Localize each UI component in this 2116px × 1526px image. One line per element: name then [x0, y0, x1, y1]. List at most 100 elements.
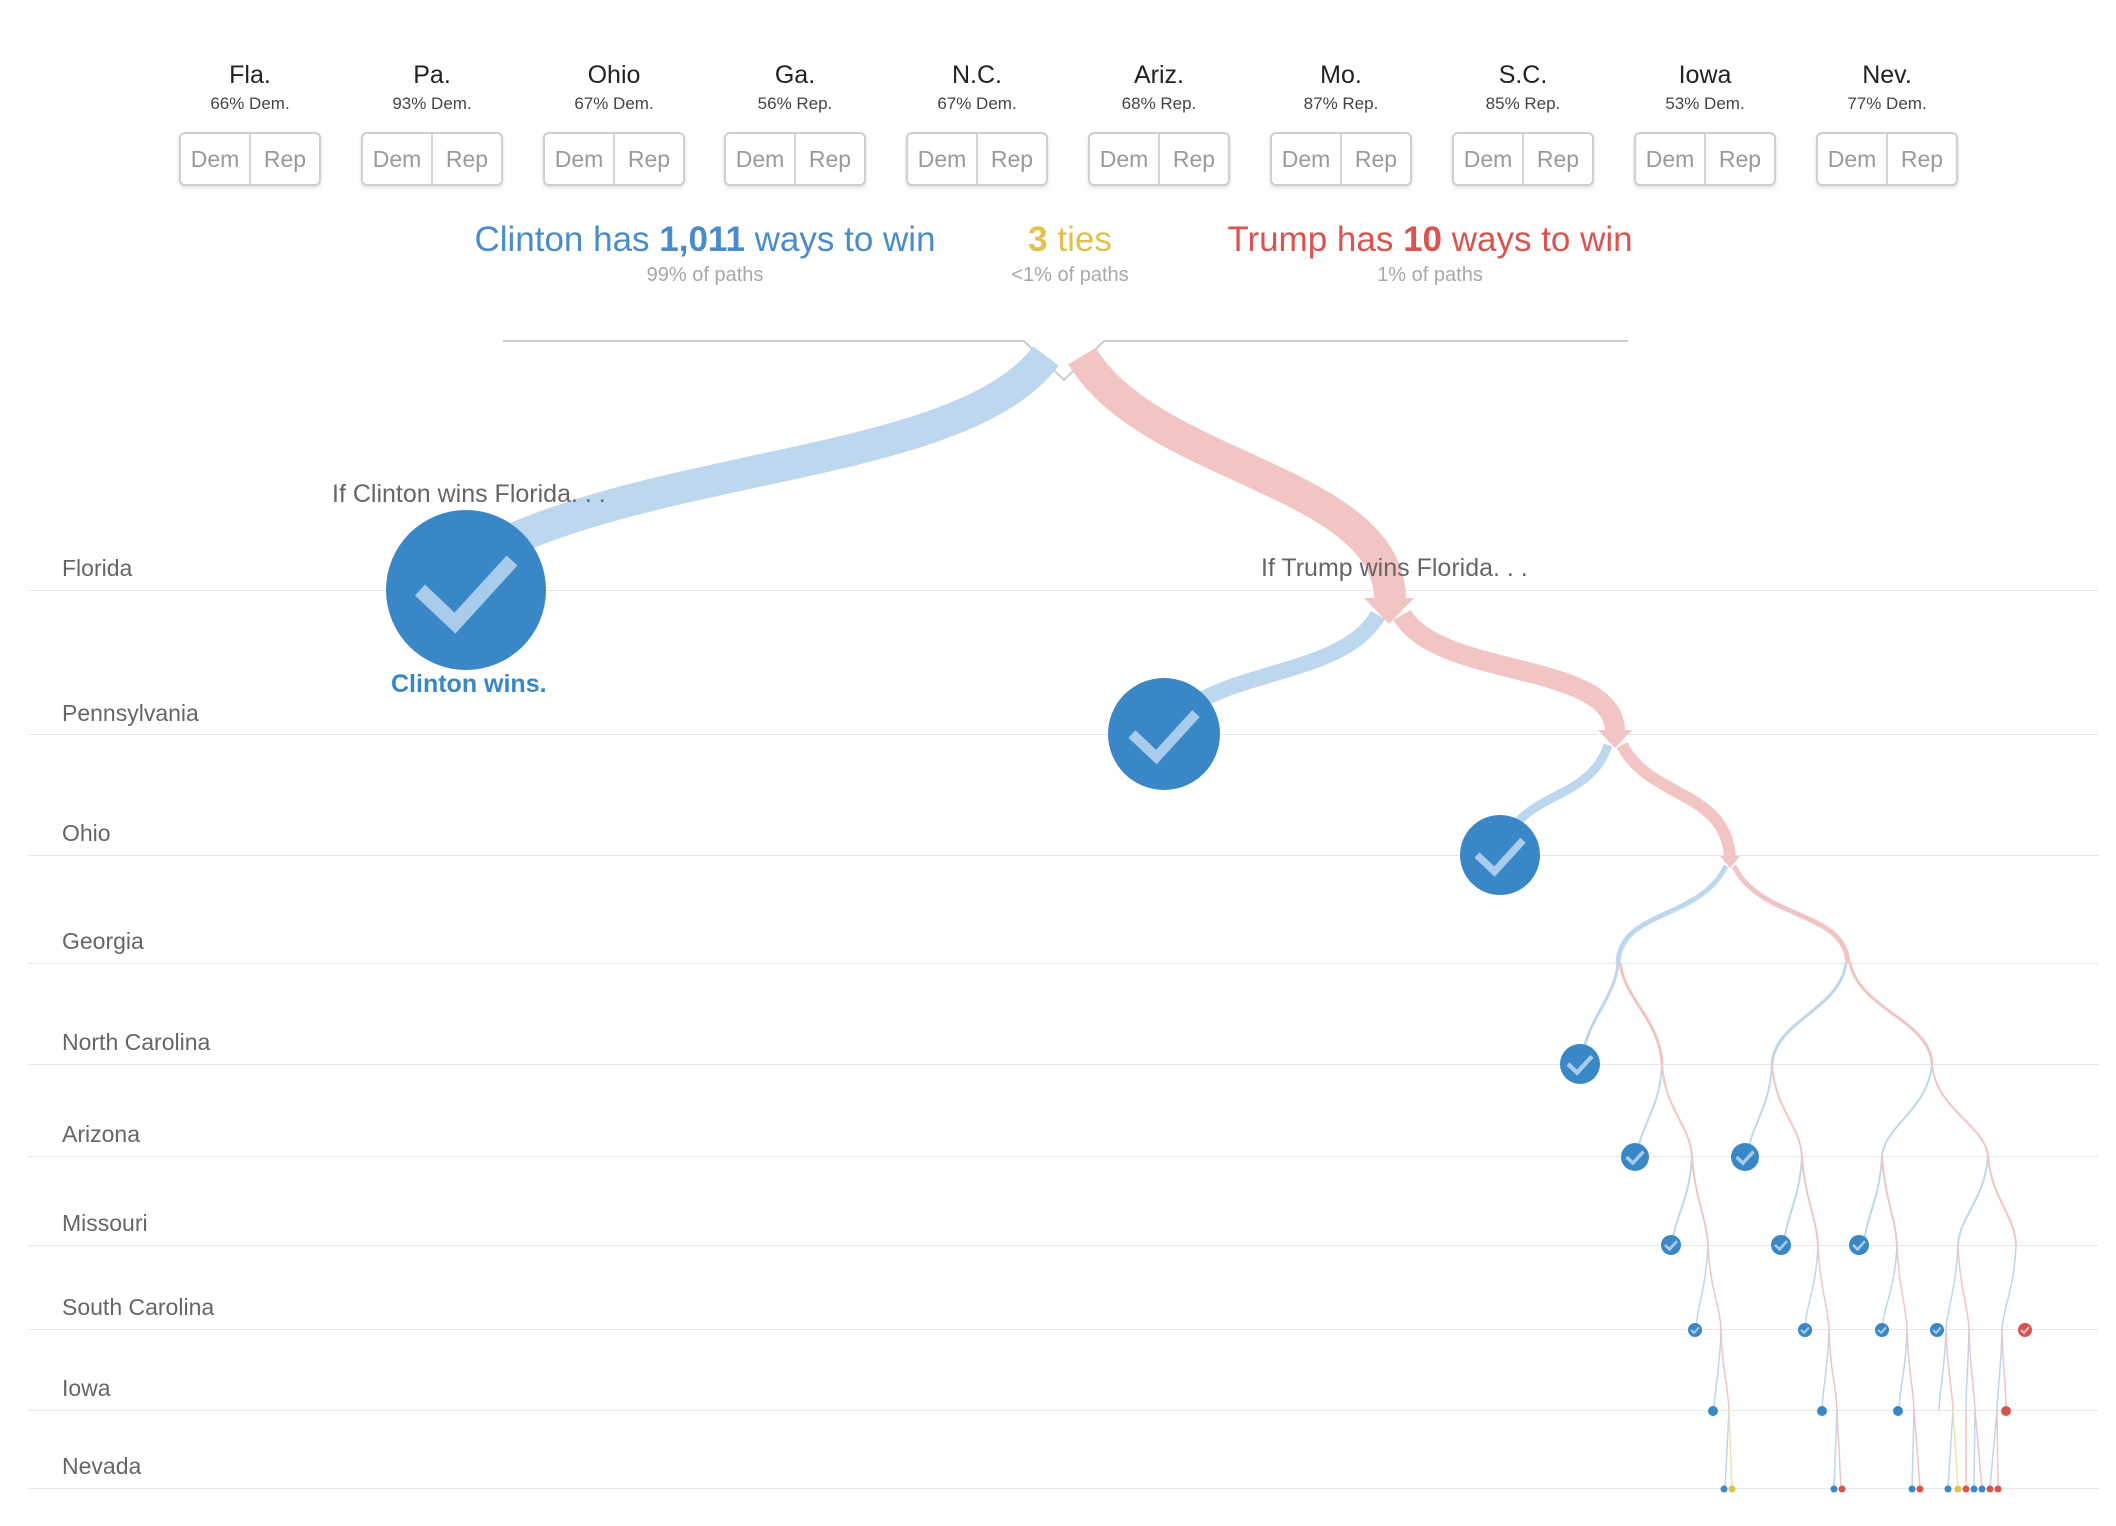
trump-checkmark-icon — [2018, 1323, 2032, 1337]
tree-edge — [1691, 1155, 1709, 1246]
row-label-georgia: Georgia — [62, 928, 144, 954]
tree-edge — [1952, 1409, 1959, 1489]
dot-icon — [1994, 1485, 2002, 1493]
tree-edge — [1913, 1409, 1921, 1489]
state-ga: Ga. 56% Rep. Dem Rep — [720, 60, 870, 186]
dem-button[interactable]: Dem — [917, 146, 967, 172]
tree-edge — [1965, 1328, 1970, 1411]
dem-button[interactable]: Dem — [1645, 146, 1695, 172]
dot-icon — [1944, 1485, 1952, 1493]
ties-share: <1% of paths — [1011, 264, 1129, 286]
dot-icon — [1728, 1485, 1736, 1493]
rep-button[interactable]: Rep — [794, 134, 864, 184]
row-label-missouri: Missouri — [62, 1210, 148, 1236]
dem-button[interactable]: Dem — [1099, 146, 1149, 172]
row-label-nevada: Nevada — [62, 1453, 142, 1479]
dem-button[interactable]: Dem — [1463, 146, 1513, 172]
tree-edge — [1996, 1328, 2003, 1411]
checkmark-icon — [1661, 1235, 1681, 1255]
rep-button[interactable]: Rep — [976, 134, 1046, 184]
rep-button[interactable]: Rep — [613, 134, 683, 184]
tree-edge — [1770, 962, 1848, 1065]
state-name: Mo. — [1320, 61, 1362, 89]
dem-button[interactable]: Dem — [190, 146, 240, 172]
root-bracket — [503, 340, 1628, 382]
state-fla: Fla. 66% Dem. Dem Rep — [175, 60, 325, 186]
trump-count: 10 — [1403, 220, 1442, 259]
state-name: Fla. — [229, 61, 271, 89]
tree-edge — [1973, 1409, 1976, 1489]
dem-button[interactable]: Dem — [735, 146, 785, 172]
tree-edge — [1728, 1409, 1733, 1489]
clinton-path-georgia — [1615, 864, 1729, 964]
dot-icon — [1916, 1485, 1924, 1493]
checkmark-icon — [1688, 1323, 1702, 1337]
dot-icon — [1893, 1406, 1903, 1416]
rep-button[interactable]: Rep — [249, 134, 319, 184]
rep-button[interactable]: Rep — [1522, 134, 1592, 184]
winner-toggle: Dem Rep — [1270, 132, 1412, 186]
state-nc: N.C. 67% Dem. Dem Rep — [902, 60, 1052, 186]
dem-button[interactable]: Dem — [1281, 146, 1331, 172]
trump-branch-note: If Trump wins Florida. . . — [1261, 554, 1528, 582]
state-nev: Nev. 77% Dem. Dem Rep — [1812, 60, 1962, 186]
winner-toggle: Dem Rep — [361, 132, 503, 186]
dem-button[interactable]: Dem — [554, 146, 604, 172]
tree-edge — [1720, 1328, 1730, 1411]
dem-button[interactable]: Dem — [372, 146, 422, 172]
dot-icon — [1838, 1485, 1846, 1493]
checkmark-icon — [1930, 1323, 1944, 1337]
tree-edge — [1974, 1409, 1983, 1489]
row-label-arizona: Arizona — [62, 1121, 140, 1147]
tree-edge — [1906, 1328, 1915, 1411]
clinton-summary: Clinton has 1,011 ways to win 99% of pat… — [470, 218, 940, 288]
clinton-wins-caption: Clinton wins. — [391, 670, 547, 698]
state-ohio: Ohio 67% Dem. Dem Rep — [539, 60, 689, 186]
rep-button[interactable]: Rep — [1340, 134, 1410, 184]
state-odds: 53% Dem. — [1665, 94, 1745, 113]
tree-edge — [1931, 1063, 1989, 1157]
rep-button[interactable]: Rep — [431, 134, 501, 184]
dem-button[interactable]: Dem — [1827, 146, 1877, 172]
tree-edge — [1695, 1244, 1709, 1330]
tree-edge — [1989, 1409, 1998, 1489]
checkmark-icon — [386, 510, 546, 670]
state-odds: 66% Dem. — [210, 94, 290, 113]
row-divider — [28, 734, 2098, 735]
state-name: N.C. — [952, 61, 1002, 89]
dot-icon — [1908, 1485, 1916, 1493]
tree-edge — [2001, 1328, 2007, 1411]
tree-edge — [1724, 1409, 1730, 1489]
winner-toggle: Dem Rep — [543, 132, 685, 186]
dot-icon — [1978, 1485, 1986, 1493]
winner-toggle: Dem Rep — [906, 132, 1048, 186]
trump-summary: Trump has 10 ways to win 1% of paths — [1220, 218, 1640, 288]
tree-edge — [1618, 962, 1664, 1065]
state-toggles: Fla. 66% Dem. Dem Rep Pa. 93% Dem. Dem Rep… — [0, 0, 2116, 190]
dot-icon — [1986, 1485, 1994, 1493]
rep-button[interactable]: Rep — [1704, 134, 1774, 184]
clinton-count: 1,011 — [659, 220, 745, 259]
tree-edge — [1987, 1155, 2017, 1246]
tree-edge — [1771, 1063, 1803, 1157]
tree-edge — [1828, 1328, 1838, 1411]
trump-share: 1% of paths — [1377, 264, 1483, 286]
state-iowa: Iowa 53% Dem. Dem Rep — [1630, 60, 1780, 186]
state-name: Ohio — [587, 61, 641, 89]
tree-edge — [1957, 1244, 1970, 1330]
state-odds: 67% Dem. — [937, 94, 1017, 113]
tree-edge — [1817, 1244, 1830, 1330]
trump-headline: Trump has 10 ways to win — [1227, 220, 1633, 259]
tree-edge — [1911, 1409, 1915, 1489]
row-divider — [28, 590, 2098, 591]
state-odds: 68% Rep. — [1121, 94, 1197, 113]
tree-edge — [1957, 1155, 1989, 1246]
rep-button[interactable]: Rep — [1158, 134, 1228, 184]
ties-count: 3 — [1028, 220, 1048, 259]
winner-toggle: Dem Rep — [1634, 132, 1776, 186]
tree-edge — [1713, 1328, 1722, 1411]
rep-button[interactable]: Rep — [1886, 134, 1956, 184]
trump-path-pennsylvania — [1393, 609, 1625, 736]
state-name: Iowa — [1678, 61, 1732, 89]
